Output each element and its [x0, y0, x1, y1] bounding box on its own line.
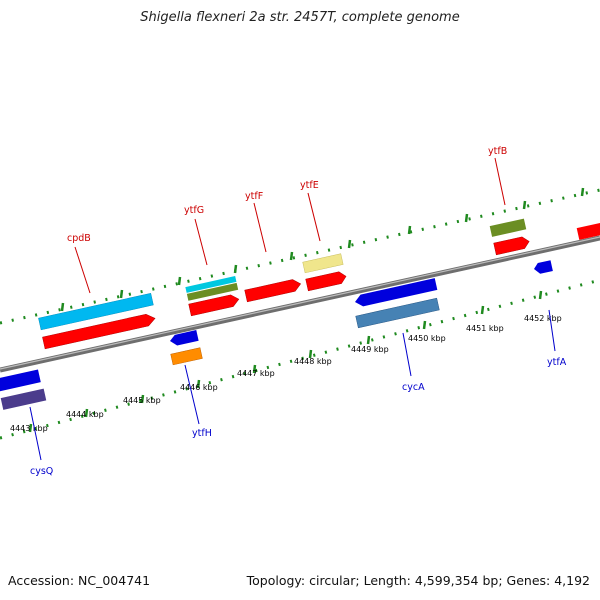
tick-label-4444: 4444 kbp	[66, 410, 104, 419]
tick-label-4445: 4445 kbp	[123, 396, 161, 405]
feature-cycA-region	[355, 278, 438, 307]
feature-cysQ-region	[0, 369, 41, 392]
gene-label-ytfE: ytfE	[300, 180, 319, 191]
feature-cyan-small	[185, 276, 237, 293]
top-gene-labels: cpdB ytfG ytfF ytfE ytfB	[67, 146, 507, 294]
tick-label-4447: 4447 kbp	[237, 369, 275, 378]
gene-label-cysQ: cysQ	[30, 466, 53, 477]
tick-label-4446: 4446 kbp	[180, 383, 218, 392]
feature-ytfH	[170, 347, 203, 366]
feature-ytfH-region	[170, 330, 199, 346]
gene-label-ytfH: ytfH	[192, 428, 212, 439]
feature-ytfE	[305, 271, 347, 292]
tick-label-4443: 4443 kbp	[10, 424, 48, 433]
upper-major-ticks	[60, 187, 585, 312]
feature-olive-small	[186, 282, 239, 301]
gene-label-cpdB: cpdB	[67, 233, 91, 244]
feature-ytfG	[188, 294, 240, 317]
tick-label-4451: 4451 kbp	[466, 324, 504, 333]
tick-label-4449: 4449 kbp	[351, 345, 389, 354]
gene-label-ytfG: ytfG	[184, 205, 204, 216]
lower-major-ticks	[28, 290, 543, 433]
feature-ytfF	[244, 279, 302, 303]
genome-backbone	[0, 235, 600, 373]
feature-cpdB-region	[38, 292, 154, 331]
feature-cysQ	[0, 388, 47, 410]
gene-label-ytfA: ytfA	[547, 357, 567, 368]
gene-label-ytfB: ytfB	[488, 146, 507, 157]
tick-label-4452: 4452 kbp	[524, 314, 562, 323]
feature-cpdB	[42, 313, 156, 350]
feature-ytfE-region	[302, 253, 344, 274]
reverse-strand-features	[0, 260, 553, 410]
feature-ytfA	[534, 260, 553, 274]
accession-label: Accession: NC_004741	[8, 573, 151, 588]
tick-label-4450: 4450 kbp	[408, 334, 446, 343]
bottom-gene-labels: cysQ ytfH cycA ytfA	[29, 309, 567, 477]
topology-label: Topology: circular; Length: 4,599,354 bp…	[246, 573, 590, 588]
tick-label-4448: 4448 kbp	[294, 357, 332, 366]
tick-labels: 4443 kbp 4444 kbp 4445 kbp 4446 kbp 4447…	[10, 314, 562, 433]
feature-cycA	[355, 297, 440, 329]
feature-edge-red	[576, 221, 600, 240]
gene-label-cycA: cycA	[402, 382, 425, 393]
feature-ytfB-region	[489, 218, 527, 237]
gene-label-ytfF: ytfF	[245, 191, 263, 202]
forward-strand-features	[38, 218, 600, 350]
lower-tick-row	[0, 278, 600, 440]
feature-ytfB	[493, 236, 530, 256]
map-title: Shigella flexneri 2a str. 2457T, complet…	[140, 10, 460, 25]
